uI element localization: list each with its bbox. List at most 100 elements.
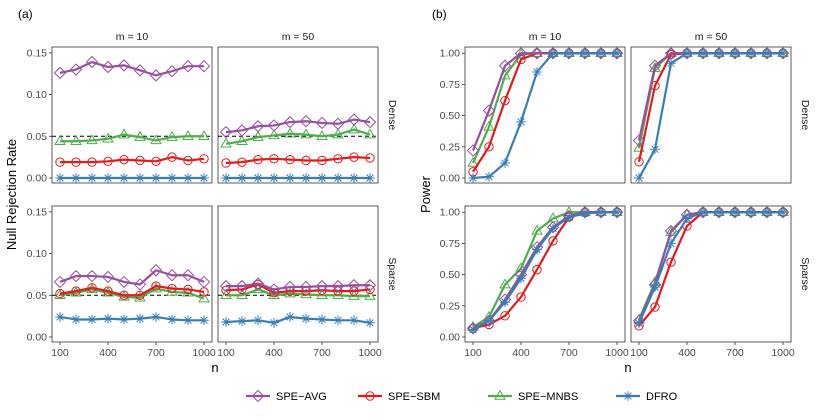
- data-point: [315, 279, 329, 293]
- data-point: [102, 132, 114, 143]
- data-point: [666, 257, 676, 267]
- facet-panel: Dense: [630, 46, 811, 184]
- data-point: [253, 154, 263, 165]
- series-dfro: [55, 312, 209, 326]
- data-point: [69, 269, 83, 283]
- series-dfro: [55, 173, 209, 183]
- data-point: [182, 286, 194, 297]
- facet-panel: Dense: [217, 46, 398, 184]
- data-point: [696, 47, 710, 60]
- data-point: [119, 314, 129, 325]
- data-point: [236, 289, 248, 300]
- y-tick-label: 0.10: [27, 89, 48, 101]
- data-point: [237, 157, 247, 167]
- data-point: [267, 283, 281, 296]
- data-point: [744, 47, 758, 60]
- data-point: [151, 281, 161, 291]
- series-line: [225, 118, 371, 134]
- data-point: [285, 154, 295, 165]
- data-point: [348, 289, 360, 300]
- column-strip-label: m = 10: [116, 31, 149, 43]
- data-point: [317, 155, 327, 166]
- data-point: [760, 47, 774, 60]
- data-point: [333, 173, 343, 183]
- data-point: [301, 173, 311, 183]
- data-point: [564, 212, 574, 223]
- data-point: [348, 123, 360, 134]
- y-tick-label: 0.10: [27, 248, 48, 260]
- data-point: [299, 280, 313, 294]
- data-point: [198, 130, 210, 141]
- data-point: [285, 312, 295, 322]
- row-strip-label: Dense: [386, 100, 398, 131]
- y-tick-label: 0.00: [27, 172, 48, 184]
- data-point: [349, 286, 359, 296]
- series-spe-mnbs: [220, 283, 376, 300]
- data-point: [268, 129, 280, 140]
- data-point: [199, 173, 209, 183]
- x-tick-label: 400: [265, 347, 283, 359]
- data-point: [53, 275, 67, 289]
- data-point: [166, 285, 178, 296]
- data-point: [578, 47, 592, 60]
- data-point: [483, 120, 495, 131]
- x-tick-label: 100: [51, 347, 69, 359]
- data-point: [698, 48, 708, 59]
- series-spe-mnbs: [54, 128, 210, 146]
- x-tick-label: 700: [726, 347, 744, 359]
- data-point: [119, 173, 129, 183]
- data-point: [151, 156, 161, 167]
- data-point: [498, 59, 512, 72]
- data-point: [103, 313, 113, 324]
- data-point: [333, 315, 343, 326]
- data-point: [728, 206, 742, 219]
- data-point: [515, 262, 527, 273]
- data-point: [285, 173, 295, 183]
- data-point: [778, 207, 788, 218]
- data-point: [167, 152, 177, 162]
- x-tick-label: 700: [147, 347, 165, 359]
- series-spe-sbm: [221, 152, 375, 168]
- data-point: [530, 47, 544, 60]
- data-point: [466, 144, 480, 157]
- x-axis-title: n: [211, 360, 218, 375]
- data-point: [54, 135, 66, 146]
- legend-label: DFRO: [646, 391, 678, 403]
- data-point: [484, 142, 494, 152]
- data-point: [634, 318, 644, 329]
- data-point: [580, 48, 590, 59]
- data-point: [317, 173, 327, 183]
- panel-frame: [630, 46, 792, 184]
- data-point: [135, 313, 145, 324]
- x-tick-label: 1000: [192, 347, 216, 359]
- data-point: [364, 128, 376, 139]
- data-point: [117, 275, 131, 289]
- data-point: [219, 125, 233, 139]
- data-point: [664, 224, 678, 238]
- data-point: [316, 130, 328, 141]
- x-tick-label: 100: [630, 347, 648, 359]
- y-tick-label: 0.75: [440, 238, 461, 250]
- data-point: [714, 48, 724, 59]
- legend-label: SPE−AVG: [276, 391, 327, 403]
- series-dfro: [634, 207, 788, 329]
- data-point: [117, 59, 131, 72]
- data-point: [349, 152, 359, 162]
- data-point: [103, 156, 113, 167]
- y-tick-label: 1.00: [440, 48, 461, 60]
- series-spe-avg: [219, 277, 377, 296]
- data-point: [349, 315, 359, 326]
- data-point: [650, 282, 660, 292]
- subfigure-tag: (b): [432, 7, 447, 21]
- data-point: [548, 223, 558, 234]
- data-point: [333, 154, 343, 164]
- data-point: [650, 144, 660, 155]
- data-point: [251, 277, 265, 290]
- data-point: [268, 289, 280, 300]
- data-point: [301, 313, 311, 324]
- data-point: [220, 289, 232, 300]
- data-point: [71, 314, 81, 325]
- data-point: [133, 64, 147, 77]
- facet-panel: 100 400 700 1000 Sparse: [630, 205, 811, 359]
- data-point: [482, 314, 496, 327]
